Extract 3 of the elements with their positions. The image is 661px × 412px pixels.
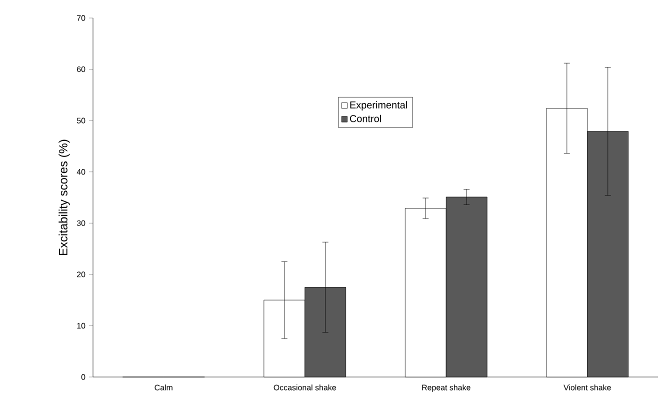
y-axis-title: Excitability scores (%) bbox=[58, 140, 70, 255]
legend-label: Experimental bbox=[350, 101, 407, 110]
legend-label: Control bbox=[350, 114, 381, 122]
